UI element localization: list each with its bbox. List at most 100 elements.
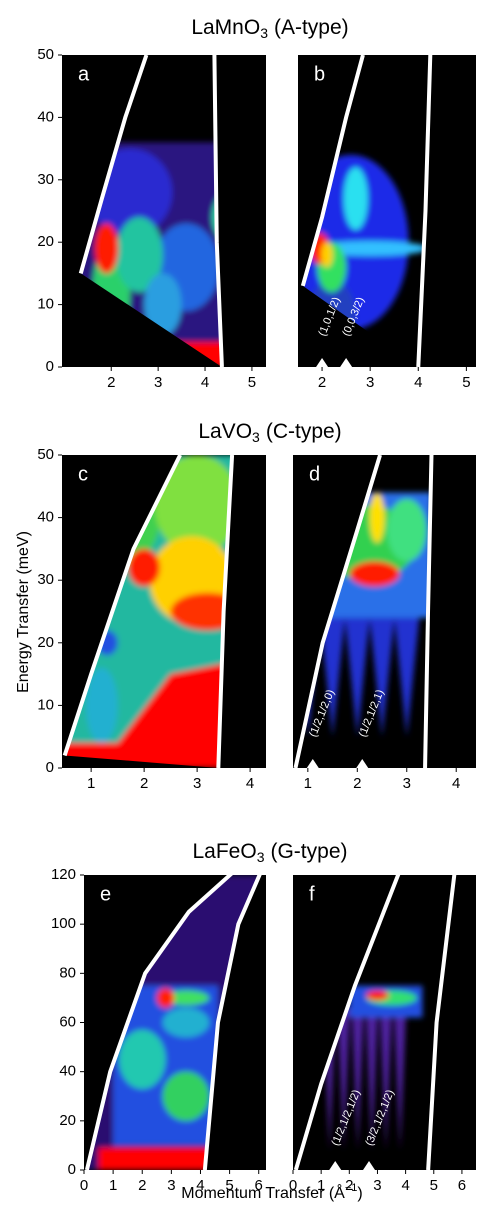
y-tick-label: 0 [46, 358, 54, 375]
x-tick-label: 4 [401, 1177, 409, 1194]
x-tick-label: 3 [167, 1177, 175, 1194]
intensity-blob [393, 1007, 407, 1151]
kinematic-limit [84, 875, 233, 1170]
y-tick-label: 40 [37, 108, 54, 125]
x-tick-label: 3 [403, 775, 411, 792]
y-tick-label: 0 [68, 1161, 76, 1178]
panel: b2 3 4 5(1,0,1/2)(0,0,3/2) [298, 55, 476, 391]
x-tick-label: 2 [138, 1177, 146, 1194]
y-tick-label: 60 [59, 1013, 76, 1030]
kinematic-limit [62, 455, 182, 757]
x-tick-label: 2 [353, 775, 361, 792]
panel-label: b [314, 63, 325, 85]
x-tick-label: 5 [462, 374, 470, 391]
intensity-blob [162, 990, 210, 1006]
x-tick-label: 2 [107, 374, 115, 391]
x-tick-label: 2 [140, 775, 148, 792]
x-axis-label: Momentum Transfer (Å−1) [181, 1182, 362, 1202]
panel: f0 1 2 3 4 5 6(1/2,1/2,1/2) (3/2,1/2,1/2) [289, 875, 476, 1194]
kinematic-limit [426, 875, 457, 1170]
panel-label: e [100, 883, 111, 905]
q-marker [306, 759, 319, 768]
y-tick-label: 30 [37, 171, 54, 188]
x-tick-label: 3 [154, 374, 162, 391]
intensity-blob [154, 455, 233, 556]
x-tick-label: 5 [430, 1177, 438, 1194]
kinematic-limit [78, 55, 149, 274]
kinematic-limit [202, 875, 262, 1170]
intensity-blob [343, 167, 368, 230]
x-tick-label: 4 [201, 374, 209, 391]
x-tick-label: 6 [458, 1177, 466, 1194]
intensity-blob [343, 605, 372, 737]
q-marker [329, 1161, 342, 1170]
intensity-blob [156, 988, 175, 1008]
kinematic-limit [293, 875, 401, 1170]
kinematic-limit [293, 455, 382, 768]
intensity-blob [321, 242, 333, 268]
y-tick-label: 40 [59, 1063, 76, 1080]
panel-row-title: LaFeO3 (G-type) [192, 840, 347, 865]
q-marker [316, 358, 329, 367]
panel-label: c [78, 463, 88, 485]
intensity-blob [85, 667, 118, 743]
intensity-blob [379, 1007, 393, 1151]
x-tick-label: 4 [196, 1177, 204, 1194]
title-subscript: 3 [257, 849, 265, 865]
x-tick-label: 5 [248, 374, 256, 391]
y-axis-label: Energy Transfer (meV) [15, 531, 32, 693]
x-axis-label-superscript: −1 [345, 1182, 358, 1194]
intensity-blob [162, 1071, 210, 1121]
intensity-blob [386, 498, 427, 562]
y-tick-label: 10 [37, 696, 54, 713]
intensity-blob [337, 1007, 350, 1151]
y-tick-label: 50 [37, 46, 54, 63]
intensity-blob [366, 990, 389, 1001]
kinematic-limit [416, 55, 433, 367]
intensity-blob [128, 548, 161, 587]
kinematic-limit [423, 455, 434, 768]
kinematic-limit [216, 455, 235, 768]
panel: d1 2 3 4(1/2,1/2,0) (1/2,1/2,1) [293, 455, 476, 792]
intensity-blob [365, 1007, 379, 1151]
title-formula: LaFeO [192, 840, 256, 863]
intensity-blob [115, 217, 163, 293]
intensity-blob [162, 1007, 210, 1038]
x-tick-label: 5 [225, 1177, 233, 1194]
panel-label: a [78, 63, 90, 85]
y-tick-label: 30 [37, 571, 54, 588]
panel-label: d [309, 463, 320, 485]
x-tick-label: 1 [304, 775, 312, 792]
x-axis-label-suffix: ) [357, 1185, 362, 1202]
x-tick-label: 4 [246, 775, 254, 792]
panel-label: f [309, 883, 315, 905]
x-axis-label-text: Momentum Transfer (Å [181, 1183, 345, 1202]
intensity-blob [349, 561, 400, 587]
x-tick-label: 6 [255, 1177, 263, 1194]
y-tick-label: 120 [51, 866, 76, 883]
intensity-blob [392, 605, 421, 737]
y-tick-label: 20 [59, 1112, 76, 1129]
q-marker [340, 358, 353, 367]
intensity-blob [369, 492, 385, 543]
intensity-blob [144, 273, 182, 336]
x-tick-label: 3 [366, 374, 374, 391]
q-marker [363, 1161, 376, 1170]
intensity-blob [351, 1007, 364, 1151]
x-tick-label: 0 [80, 1177, 88, 1194]
y-tick-label: 40 [37, 509, 54, 526]
title-formula: LaMnO [191, 16, 260, 39]
intensity-blob [368, 605, 396, 737]
y-tick-label: 20 [37, 634, 54, 651]
panel-row-title: LaVO3 (C-type) [198, 420, 341, 445]
y-tick-label: 10 [37, 296, 54, 313]
x-tick-label: 2 [345, 1177, 353, 1194]
x-tick-label: 3 [373, 1177, 381, 1194]
title-suffix: (C-type) [266, 420, 342, 443]
x-tick-label: 4 [452, 775, 460, 792]
title-suffix: (A-type) [274, 16, 349, 39]
